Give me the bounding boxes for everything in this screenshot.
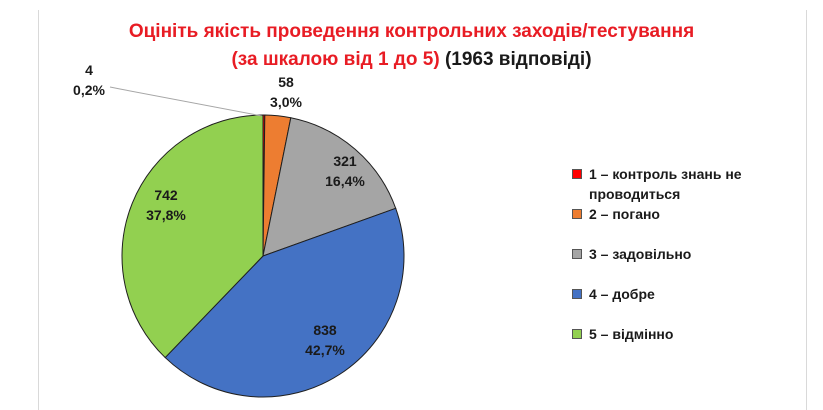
legend-label-5: 5 – відмінно: [589, 326, 674, 342]
legend-item-3: 3 – задовільно: [572, 244, 802, 264]
chart-title-scale: (за шкалою від 1 до 5): [231, 49, 440, 70]
legend-swatch-3: [572, 249, 582, 259]
leader-line: [109, 86, 263, 117]
data-label-2: 58 3,0%: [246, 72, 326, 112]
data-label-1: 4 0,2%: [49, 60, 129, 100]
data-label-percent-1: 0,2%: [73, 82, 105, 98]
chart-title-responses: (1963 відповіді): [444, 49, 592, 70]
legend-label-4: 4 – добре: [589, 286, 655, 302]
chart-title-line-1: Оцініть якість проведення контрольних за…: [128, 21, 695, 42]
legend-label-2: 2 – погано: [589, 206, 660, 222]
legend-item-1: 1 – контроль знань не проводиться: [572, 164, 802, 204]
pie-slice-3: [262, 117, 397, 257]
data-label-value-4: 838: [313, 322, 337, 338]
data-label-value-3: 321: [333, 153, 357, 169]
pie-chart: [109, 86, 405, 398]
chart-title-line-2: (за шкалою від 1 до 5) (1963 відповіді): [0, 48, 823, 72]
data-label-percent-2: 3,0%: [270, 94, 302, 110]
chart-frame: [38, 10, 807, 410]
data-label-3: 321 16,4%: [305, 151, 385, 191]
legend-item-5: 5 – відмінно: [572, 324, 802, 344]
pie-slice-4: [164, 207, 405, 398]
data-label-4: 838 42,7%: [285, 320, 365, 360]
legend-swatch-4: [572, 289, 582, 299]
data-label-percent-3: 16,4%: [325, 173, 365, 189]
data-label-percent-5: 37,8%: [146, 207, 186, 223]
legend-label-3: 3 – задовільно: [589, 246, 692, 262]
legend-label-1: 1 – контроль знань не проводиться: [589, 166, 742, 202]
legend-swatch-5: [572, 329, 582, 339]
legend-item-4: 4 – добре: [572, 284, 802, 304]
pie-slice-5: [121, 114, 264, 359]
data-label-5: 742 37,8%: [126, 185, 206, 225]
legend-swatch-1: [572, 169, 582, 179]
legend-swatch-2: [572, 209, 582, 219]
legend-item-2: 2 – погано: [572, 204, 802, 224]
data-label-value-2: 58: [278, 74, 294, 90]
data-label-value-5: 742: [154, 187, 178, 203]
data-label-percent-4: 42,7%: [305, 342, 345, 358]
data-label-value-1: 4: [85, 62, 93, 78]
